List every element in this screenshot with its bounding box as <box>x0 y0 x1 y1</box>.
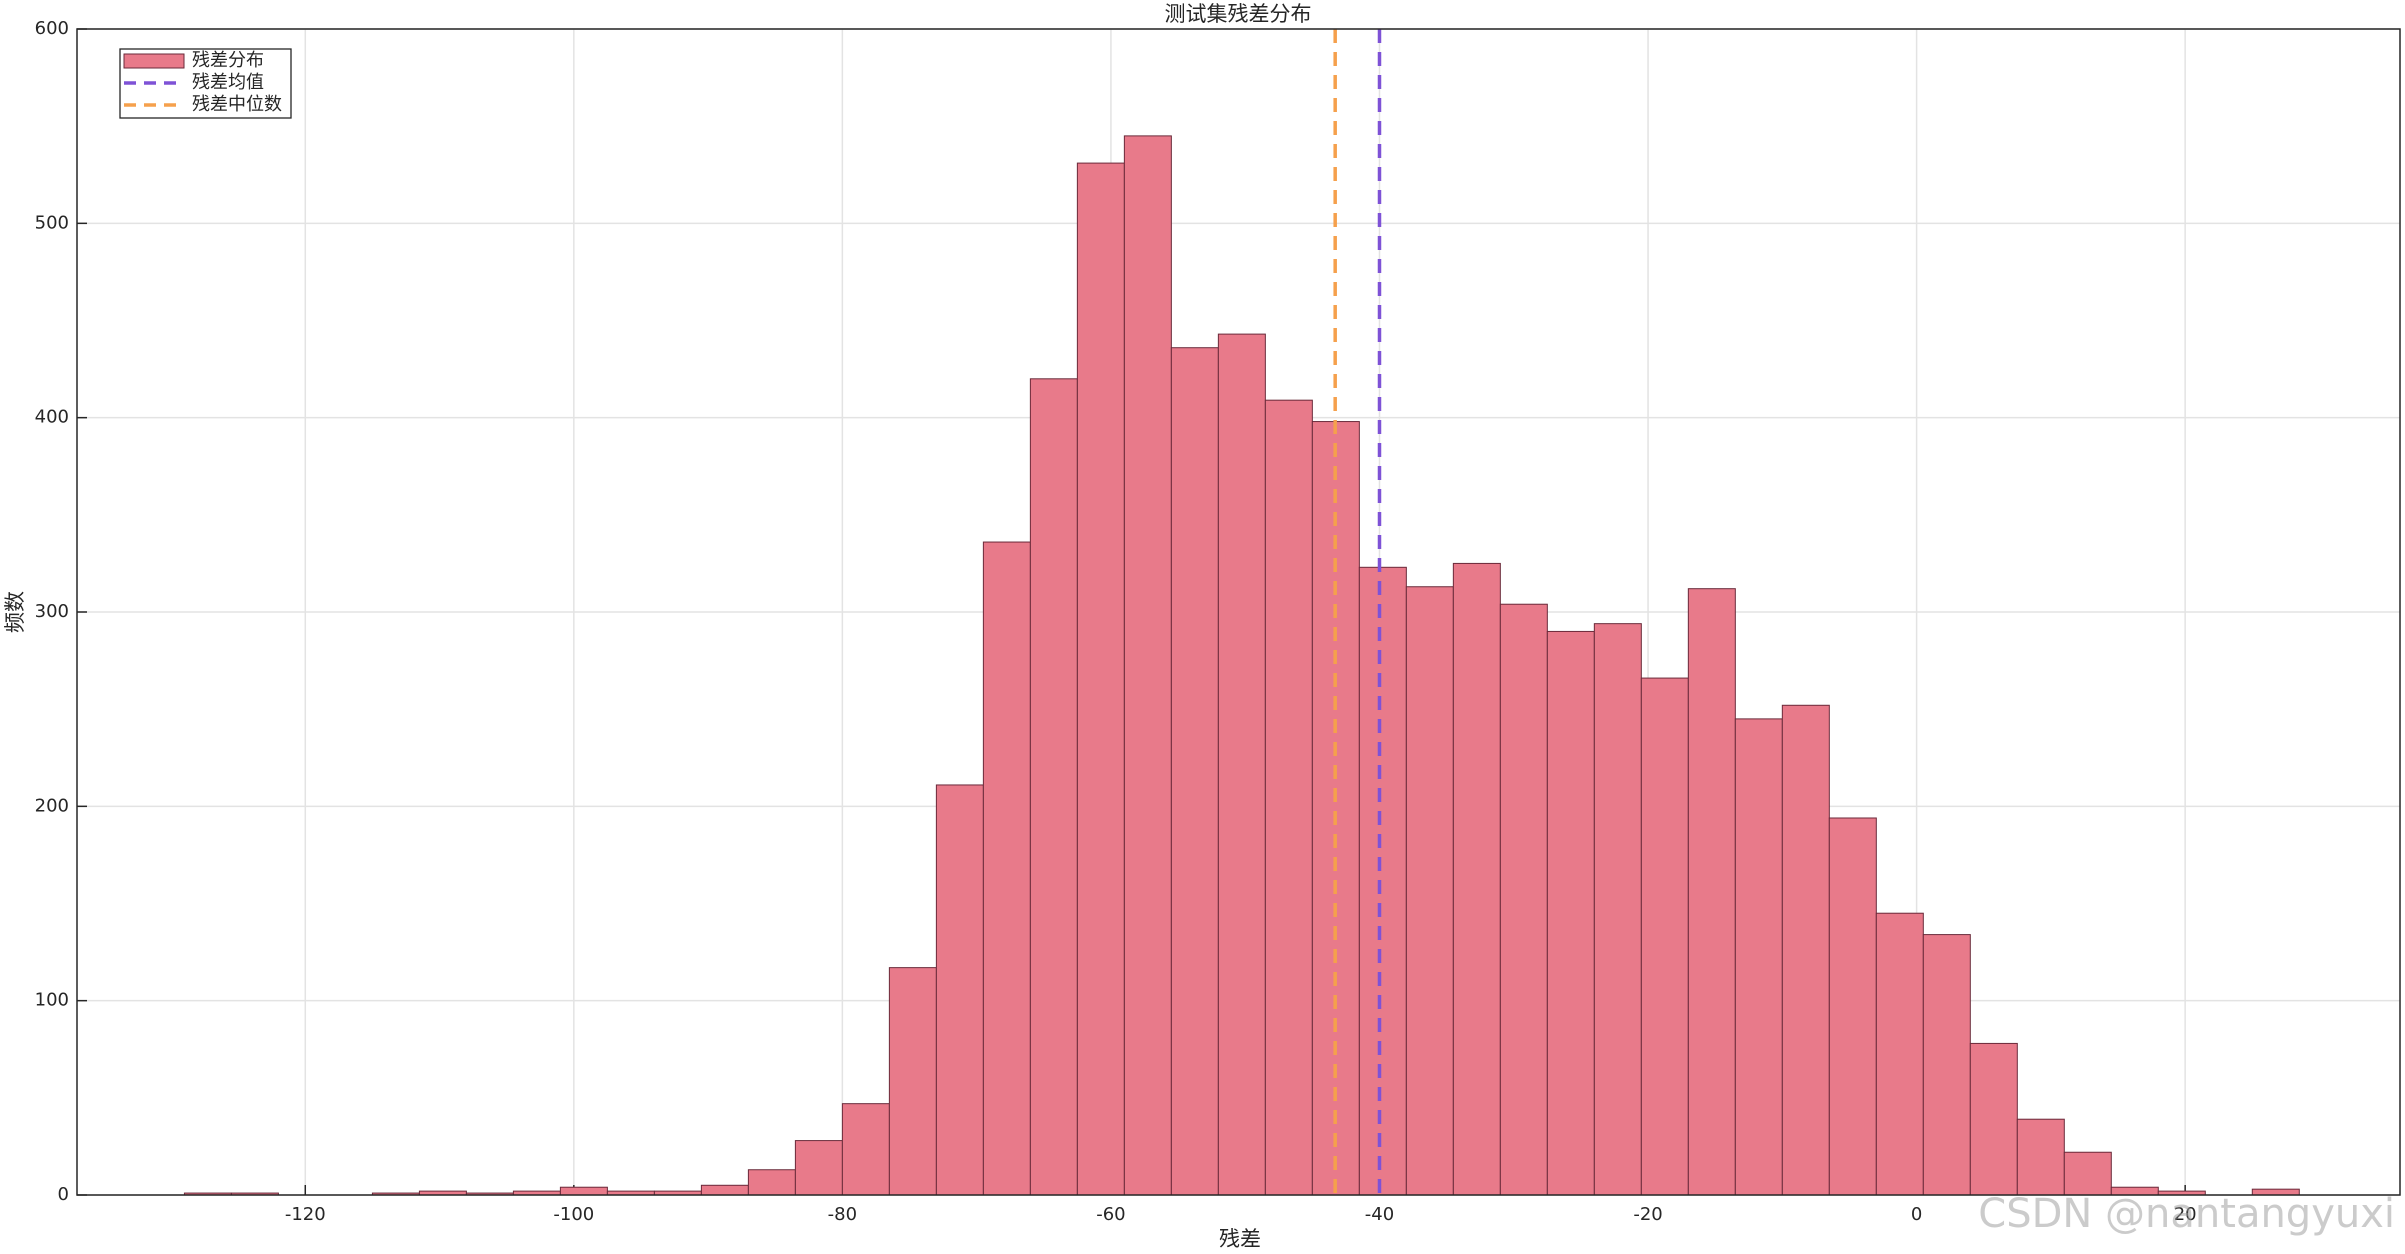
x-axis-label: 残差 <box>1219 1227 1261 1251</box>
histogram-bar <box>1687 588 1736 1196</box>
histogram-bar <box>1264 399 1313 1196</box>
x-tick-label: 20 <box>2174 1204 2197 1225</box>
histogram-bar <box>2063 1151 2112 1196</box>
histogram-bar <box>1358 566 1407 1196</box>
chart-title: 测试集残差分布 <box>1165 2 1312 26</box>
histogram-bar <box>1452 562 1501 1196</box>
histogram-bar <box>1217 333 1266 1196</box>
histogram-bar <box>1828 817 1877 1196</box>
y-tick-label: 400 <box>35 407 69 428</box>
x-tick-label: -20 <box>1633 1204 1662 1225</box>
y-tick-label: 200 <box>35 795 69 816</box>
histogram-bar <box>935 784 984 1196</box>
histogram-bar <box>1640 677 1689 1196</box>
histogram-bar <box>1076 162 1125 1196</box>
legend-label: 残差均值 <box>192 72 264 93</box>
histogram-bar <box>794 1140 843 1196</box>
x-tick-label: -60 <box>1096 1204 1125 1225</box>
legend-label: 残差中位数 <box>192 94 282 115</box>
histogram-bar <box>1781 704 1830 1196</box>
histogram-bar <box>1170 347 1219 1196</box>
histogram-bar <box>1922 934 1971 1196</box>
x-tick-label: -100 <box>553 1204 594 1225</box>
histogram-bar <box>1029 378 1078 1196</box>
histogram-bar <box>1123 135 1172 1196</box>
watermark: CSDN @nantangyuxi <box>1978 1191 2395 1237</box>
histogram-bar <box>1546 630 1595 1196</box>
histogram-bar <box>888 967 937 1196</box>
axes-frame <box>76 28 2401 1196</box>
y-tick-label: 100 <box>35 990 69 1011</box>
x-tick-label: -40 <box>1365 1204 1394 1225</box>
y-tick-label: 500 <box>35 212 69 233</box>
y-tick-label: 600 <box>35 18 69 39</box>
histogram-bar <box>747 1169 796 1196</box>
histogram-bar <box>982 541 1031 1196</box>
legend-label: 残差分布 <box>192 50 264 71</box>
y-axis-label: 频数 <box>3 591 27 633</box>
histogram-bar <box>1593 623 1642 1196</box>
histogram-bar <box>2016 1118 2065 1196</box>
histogram-bar <box>1734 718 1783 1196</box>
histogram-bar <box>841 1103 890 1196</box>
histogram-bar <box>1969 1042 2018 1196</box>
y-tick-label: 300 <box>35 601 69 622</box>
histogram-bar <box>1405 586 1454 1196</box>
x-tick-label: -80 <box>828 1204 857 1225</box>
y-tick-label: 0 <box>58 1184 69 1205</box>
histogram-bar <box>1875 912 1924 1196</box>
x-tick-label: -120 <box>285 1204 326 1225</box>
histogram-bar <box>700 1184 749 1196</box>
legend-swatch <box>123 53 185 69</box>
histogram-bar <box>559 1186 608 1196</box>
x-tick-label: 0 <box>1911 1204 1922 1225</box>
histogram-bar <box>1499 603 1548 1196</box>
